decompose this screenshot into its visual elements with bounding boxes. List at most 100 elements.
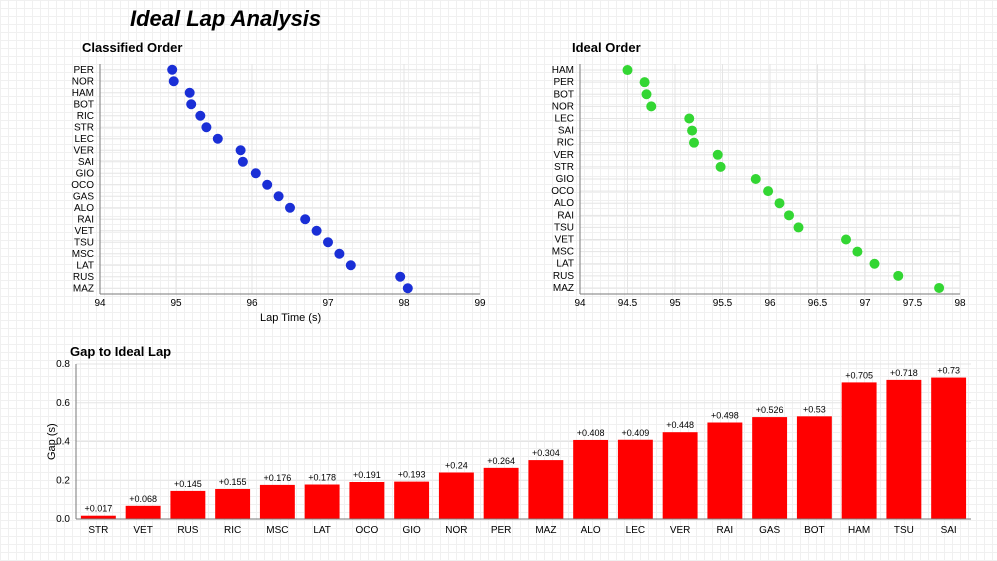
driver-label: MSC — [552, 247, 574, 258]
bar-value-label: +0.53 — [803, 404, 826, 414]
svg-text:97.5: 97.5 — [903, 298, 923, 309]
driver-label: MAZ — [73, 283, 94, 294]
driver-label: RIC — [77, 111, 94, 122]
data-point — [841, 235, 851, 245]
data-point — [716, 162, 726, 172]
gap-bar — [305, 485, 340, 519]
data-point — [251, 168, 261, 178]
bar-chart-gap: 0.00.20.40.60.8+0.017STR+0.068VET+0.145R… — [42, 346, 982, 551]
data-point — [794, 222, 804, 232]
bar-value-label: +0.191 — [353, 470, 381, 480]
data-point — [236, 145, 246, 155]
data-point — [213, 134, 223, 144]
data-point — [312, 226, 322, 236]
data-point — [689, 138, 699, 148]
gap-bar — [752, 417, 787, 519]
bar-value-label: +0.718 — [890, 368, 918, 378]
driver-label: NOR — [552, 101, 574, 112]
panel-gap-to-ideal: Gap to Ideal Lap Gap (s) 0.00.20.40.60.8… — [42, 346, 982, 551]
bar-value-label: +0.178 — [308, 473, 336, 483]
gap-bar — [394, 482, 429, 519]
bar-value-label: +0.264 — [487, 456, 515, 466]
driver-label: NOR — [445, 525, 467, 536]
driver-label: NOR — [72, 76, 94, 87]
bar-value-label: +0.498 — [711, 411, 739, 421]
driver-label: BOT — [73, 99, 94, 110]
svg-text:0.2: 0.2 — [56, 475, 70, 486]
driver-label: GIO — [402, 525, 421, 536]
driver-label: STR — [74, 122, 94, 133]
panel-title-gap: Gap to Ideal Lap — [70, 344, 171, 359]
driver-label: ALO — [554, 198, 574, 209]
driver-label: HAM — [848, 525, 870, 536]
driver-label: MAZ — [553, 283, 574, 294]
gap-bar — [528, 460, 563, 519]
svg-text:99: 99 — [474, 298, 486, 309]
gap-bar — [931, 378, 966, 519]
gap-bar — [663, 432, 698, 519]
driver-label: VER — [553, 150, 574, 161]
driver-label: STR — [88, 525, 108, 536]
driver-label: SAI — [78, 157, 94, 168]
driver-label: ALO — [74, 203, 94, 214]
gap-bar — [797, 416, 832, 519]
gap-bar — [573, 440, 608, 519]
data-point — [346, 260, 356, 270]
panel-classified-order: Classified Order 949596979899PERNORHAMBO… — [60, 54, 496, 324]
data-point — [893, 271, 903, 281]
gap-bar — [842, 382, 877, 519]
driver-label: RUS — [73, 272, 94, 283]
driver-label: GIO — [76, 168, 95, 179]
data-point — [623, 65, 633, 75]
driver-label: OCO — [355, 525, 378, 536]
bar-value-label: +0.145 — [174, 479, 202, 489]
gap-bar — [707, 423, 742, 519]
data-point — [640, 77, 650, 87]
svg-text:97: 97 — [322, 298, 334, 309]
scatter-ideal: 9494.59595.59696.59797.598HAMPERBOTNORLE… — [540, 54, 976, 324]
driver-label: BOT — [804, 525, 825, 536]
driver-label: RAI — [717, 525, 734, 536]
data-point — [201, 122, 211, 132]
driver-label: TSU — [894, 525, 914, 536]
driver-label: STR — [554, 162, 574, 173]
svg-text:96: 96 — [764, 298, 776, 309]
data-point — [169, 76, 179, 86]
svg-text:98: 98 — [954, 298, 966, 309]
driver-label: MAZ — [535, 525, 556, 536]
scatter-classified: 949596979899PERNORHAMBOTRICSTRLECVERSAIG… — [60, 54, 496, 324]
driver-label: VER — [73, 145, 94, 156]
gap-bar — [215, 489, 250, 519]
driver-label: VET — [555, 235, 574, 246]
driver-label: ALO — [581, 525, 601, 536]
svg-text:94.5: 94.5 — [618, 298, 638, 309]
data-point — [763, 186, 773, 196]
driver-label: MSC — [72, 249, 94, 260]
chart-main-title: Ideal Lap Analysis — [130, 6, 321, 32]
driver-label: LEC — [626, 525, 645, 536]
data-point — [334, 249, 344, 259]
driver-label: PER — [491, 525, 512, 536]
gap-bar — [126, 506, 161, 519]
data-point — [934, 283, 944, 293]
gap-bar — [260, 485, 295, 519]
data-point — [300, 214, 310, 224]
y-axis-label-gap: Gap (s) — [46, 423, 58, 460]
bar-value-label: +0.24 — [445, 461, 468, 471]
svg-text:0.6: 0.6 — [56, 398, 70, 409]
driver-label: HAM — [72, 88, 94, 99]
gap-bar — [170, 491, 205, 519]
data-point — [186, 99, 196, 109]
driver-label: OCO — [71, 180, 94, 191]
driver-label: TSU — [554, 222, 574, 233]
driver-label: PER — [553, 77, 574, 88]
driver-label: TSU — [74, 237, 94, 248]
driver-label: RIC — [557, 138, 574, 149]
bar-value-label: +0.068 — [129, 494, 157, 504]
driver-label: RAI — [77, 214, 94, 225]
svg-text:95.5: 95.5 — [713, 298, 733, 309]
driver-label: RIC — [224, 525, 241, 536]
svg-text:94: 94 — [574, 298, 586, 309]
bar-value-label: +0.017 — [84, 504, 112, 514]
driver-label: PER — [73, 65, 94, 76]
